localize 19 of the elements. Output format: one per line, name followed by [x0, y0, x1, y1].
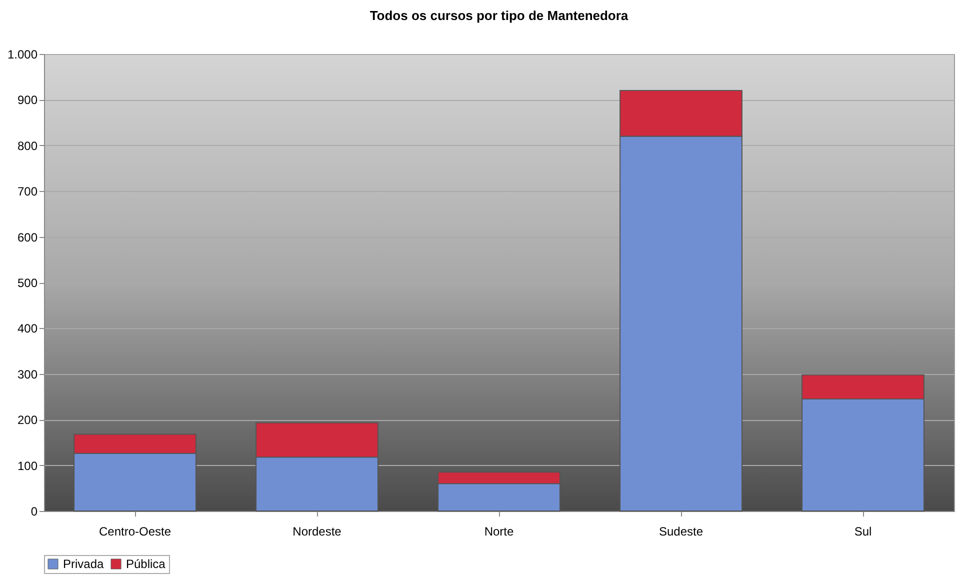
x-tick-label: Norte	[484, 524, 514, 538]
y-tick-label: 200	[17, 413, 38, 428]
y-tick-label: 100	[17, 458, 38, 473]
y-tick-label: 600	[17, 230, 38, 244]
x-tick-label: Sul	[854, 524, 872, 538]
y-tick-label: 700	[17, 184, 38, 199]
y-tick-label: 1.000	[7, 48, 38, 62]
legend-label: Pública	[126, 557, 166, 571]
y-tick-label: 900	[17, 93, 38, 108]
x-tick-label: Sudeste	[658, 524, 704, 538]
x-tick-label: Nordeste	[292, 524, 342, 538]
x-tick-label: Centro-Oeste	[98, 524, 172, 538]
y-tick-label: 400	[17, 322, 38, 336]
legend-label: Privada	[63, 557, 104, 571]
y-tick-label: 800	[17, 138, 38, 153]
y-tick-label: 300	[17, 367, 38, 382]
chart-title: Todos os cursos por tipo de Mantenedora	[370, 8, 629, 23]
y-tick-label: 500	[17, 276, 38, 290]
y-tick-label: 0	[30, 504, 38, 518]
